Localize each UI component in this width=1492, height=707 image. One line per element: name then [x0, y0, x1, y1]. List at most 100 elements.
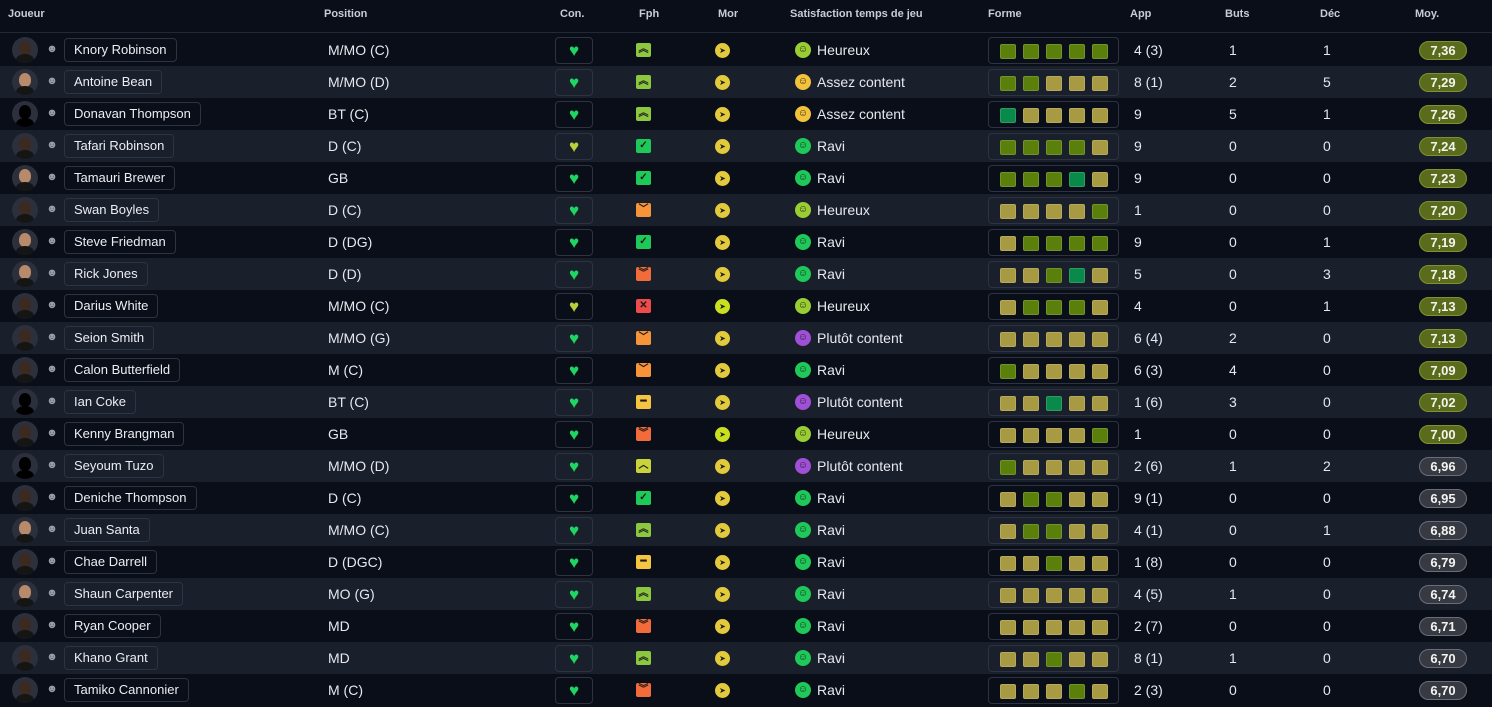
col-app[interactable]: App — [1130, 8, 1152, 20]
condition-heart-icon[interactable]: ♥ — [555, 261, 593, 288]
form-indicator[interactable] — [988, 581, 1119, 608]
form-indicator[interactable] — [988, 229, 1119, 256]
form-indicator[interactable] — [988, 197, 1119, 224]
player-avatar[interactable] — [12, 101, 38, 127]
player-name-button[interactable]: Donavan Thompson — [64, 102, 201, 126]
player-avatar[interactable] — [12, 581, 38, 607]
player-avatar[interactable] — [12, 453, 38, 479]
condition-heart-icon[interactable]: ♥ — [555, 293, 593, 320]
player-name-button[interactable]: Ian Coke — [64, 390, 137, 414]
table-row[interactable]: ☻ Tamiko Cannonier M (C) ♥ ︾ ➤ ☺ Ravi 2 (3) 0 0 6,7… — [0, 674, 1492, 706]
table-row[interactable]: ☻ Khano Grant MD ♥ ︽ ➤ ☺ Ravi 8 (1) 1 0 6,70 — [0, 642, 1492, 674]
table-row[interactable]: ☻ Ryan Cooper MD ♥ ︾ ➤ ☺ Ravi 2 (7) 0 0 6,71 — [0, 610, 1492, 642]
condition-heart-icon[interactable]: ♥ — [555, 101, 593, 128]
condition-heart-icon[interactable]: ♥ — [555, 197, 593, 224]
table-row[interactable]: ☻ Deniche Thompson D (C) ♥ ✓ ➤ ☺ Ravi 9 (1) 0 0 6,9… — [0, 482, 1492, 514]
table-row[interactable]: ☻ Ian Coke BT (C) ♥ ━ ➤ ☺ Plutôt content 1 (6) 3 0… — [0, 386, 1492, 418]
player-avatar[interactable] — [12, 325, 38, 351]
form-indicator[interactable] — [988, 517, 1119, 544]
player-name-button[interactable]: Ryan Cooper — [64, 614, 161, 638]
condition-heart-icon[interactable]: ♥ — [555, 325, 593, 352]
player-name-button[interactable]: Steve Friedman — [64, 230, 176, 254]
table-row[interactable]: ☻ Knory Robinson M/MO (C) ♥ ︽ ➤ ☺ Heureux 4 (3) 1… — [0, 34, 1492, 66]
player-name-button[interactable]: Tamauri Brewer — [64, 166, 176, 190]
player-name-button[interactable]: Chae Darrell — [64, 550, 157, 574]
player-avatar[interactable] — [12, 261, 38, 287]
condition-heart-icon[interactable]: ♥ — [555, 389, 593, 416]
table-row[interactable]: ☻ Calon Butterfield M (C) ♥ ﹀ ➤ ☺ Ravi 6 (3) 4 0 7,… — [0, 354, 1492, 386]
table-row[interactable]: ☻ Steve Friedman D (DG) ♥ ✓ ➤ ☺ Ravi 9 0 1 7,19 — [0, 226, 1492, 258]
form-indicator[interactable] — [988, 613, 1119, 640]
condition-heart-icon[interactable]: ♥ — [555, 485, 593, 512]
player-name-button[interactable]: Deniche Thompson — [64, 486, 197, 510]
form-indicator[interactable] — [988, 101, 1119, 128]
player-avatar[interactable] — [12, 133, 38, 159]
player-name-button[interactable]: Knory Robinson — [64, 38, 177, 62]
form-indicator[interactable] — [988, 165, 1119, 192]
col-satisfaction[interactable]: Satisfaction temps de jeu — [790, 8, 923, 20]
condition-heart-icon[interactable]: ♥ — [555, 613, 593, 640]
player-name-button[interactable]: Darius White — [64, 294, 159, 318]
table-row[interactable]: ☻ Tafari Robinson D (C) ♥ ✓ ➤ ☺ Ravi 9 0 0 7,24 — [0, 130, 1492, 162]
table-row[interactable]: ☻ Donavan Thompson BT (C) ♥ ︽ ➤ ☺ Assez content… — [0, 98, 1492, 130]
player-name-button[interactable]: Calon Butterfield — [64, 358, 181, 382]
player-avatar[interactable] — [12, 517, 38, 543]
form-indicator[interactable] — [988, 677, 1119, 704]
player-avatar[interactable] — [12, 357, 38, 383]
player-avatar[interactable] — [12, 389, 38, 415]
player-name-button[interactable]: Tamiko Cannonier — [64, 678, 189, 702]
col-forme[interactable]: Forme — [988, 8, 1022, 20]
col-moy[interactable]: Moy. — [1415, 8, 1440, 20]
condition-heart-icon[interactable]: ♥ — [555, 645, 593, 672]
player-name-button[interactable]: Swan Boyles — [64, 198, 160, 222]
player-name-button[interactable]: Kenny Brangman — [64, 422, 185, 446]
condition-heart-icon[interactable]: ♥ — [555, 357, 593, 384]
form-indicator[interactable] — [988, 421, 1119, 448]
form-indicator[interactable] — [988, 293, 1119, 320]
table-row[interactable]: ☻ Seion Smith M/MO (G) ♥ ﹀ ➤ ☺ Plutôt content 6 … — [0, 322, 1492, 354]
player-name-button[interactable]: Rick Jones — [64, 262, 148, 286]
table-row[interactable]: ☻ Juan Santa M/MO (C) ♥ ︽ ➤ ☺ Ravi 4 (1) 0 1 6,88 — [0, 514, 1492, 546]
player-avatar[interactable] — [12, 229, 38, 255]
player-avatar[interactable] — [12, 645, 38, 671]
col-con[interactable]: Con. — [560, 8, 585, 20]
player-name-button[interactable]: Antoine Bean — [64, 70, 163, 94]
col-fph[interactable]: Fph — [639, 8, 660, 20]
table-row[interactable]: ☻ Kenny Brangman GB ♥ ︾ ➤ ☺ Heureux 1 0 0 7,00 — [0, 418, 1492, 450]
table-row[interactable]: ☻ Darius White M/MO (C) ♥ ✕ ➤ ☺ Heureux 4 0 1 7,13 — [0, 290, 1492, 322]
form-indicator[interactable] — [988, 357, 1119, 384]
col-joueur[interactable]: Joueur — [8, 8, 45, 20]
form-indicator[interactable] — [988, 485, 1119, 512]
table-row[interactable]: ☻ Chae Darrell D (DGC) ♥ ━ ➤ ☺ Ravi 1 (8) 0 0 6,79 — [0, 546, 1492, 578]
table-row[interactable]: ☻ Tamauri Brewer GB ♥ ✓ ➤ ☺ Ravi 9 0 0 7,23 — [0, 162, 1492, 194]
player-name-button[interactable]: Seyoum Tuzo — [64, 454, 164, 478]
condition-heart-icon[interactable]: ♥ — [555, 229, 593, 256]
form-indicator[interactable] — [988, 69, 1119, 96]
condition-heart-icon[interactable]: ♥ — [555, 133, 593, 160]
player-avatar[interactable] — [12, 421, 38, 447]
player-avatar[interactable] — [12, 165, 38, 191]
player-avatar[interactable] — [12, 37, 38, 63]
form-indicator[interactable] — [988, 453, 1119, 480]
player-name-button[interactable]: Tafari Robinson — [64, 134, 175, 158]
col-dec[interactable]: Déc — [1320, 8, 1341, 20]
player-avatar[interactable] — [12, 613, 38, 639]
condition-heart-icon[interactable]: ♥ — [555, 69, 593, 96]
condition-heart-icon[interactable]: ♥ — [555, 517, 593, 544]
form-indicator[interactable] — [988, 645, 1119, 672]
table-row[interactable]: ☻ Rick Jones D (D) ♥ ︾ ➤ ☺ Ravi 5 0 3 7,18 — [0, 258, 1492, 290]
col-mor[interactable]: Mor — [718, 8, 739, 20]
condition-heart-icon[interactable]: ♥ — [555, 549, 593, 576]
table-row[interactable]: ☻ Swan Boyles D (C) ♥ ﹀ ➤ ☺ Heureux 1 0 0 7,20 — [0, 194, 1492, 226]
condition-heart-icon[interactable]: ♥ — [555, 165, 593, 192]
player-avatar[interactable] — [12, 549, 38, 575]
player-avatar[interactable] — [12, 197, 38, 223]
condition-heart-icon[interactable]: ♥ — [555, 421, 593, 448]
condition-heart-icon[interactable]: ♥ — [555, 453, 593, 480]
condition-heart-icon[interactable]: ♥ — [555, 37, 593, 64]
form-indicator[interactable] — [988, 549, 1119, 576]
table-row[interactable]: ☻ Seyoum Tuzo M/MO (D) ♥ ︿ ➤ ☺ Plutôt content 2 … — [0, 450, 1492, 482]
condition-heart-icon[interactable]: ♥ — [555, 677, 593, 704]
player-avatar[interactable] — [12, 485, 38, 511]
table-row[interactable]: ☻ Antoine Bean M/MO (D) ♥ ︽ ➤ ☺ Assez content 8 … — [0, 66, 1492, 98]
